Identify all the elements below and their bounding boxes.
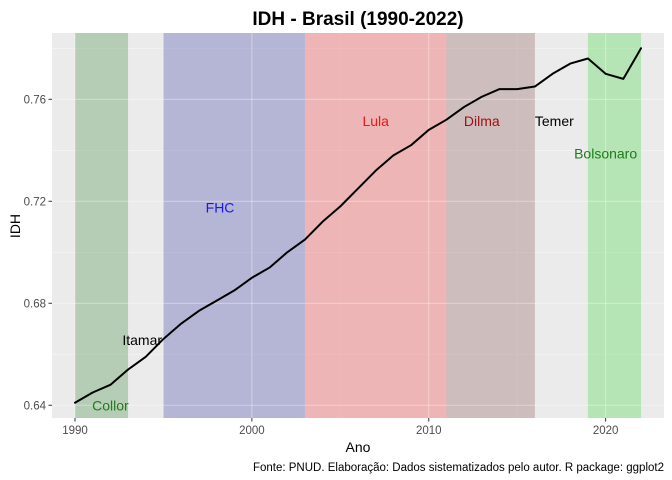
band-dilma (446, 33, 535, 418)
y-axis-ticks: 0.64 0.68 0.72 0.76 (24, 94, 52, 412)
y-tick-label: 0.68 (24, 298, 46, 310)
band-collor (74, 33, 129, 418)
major-gridlines (52, 33, 664, 418)
label-dilma: Dilma (464, 113, 500, 129)
chart-title: IDH - Brasil (1990-2022) (252, 9, 463, 30)
label-bolsonaro: Bolsonaro (574, 145, 637, 161)
x-tick-label: 2020 (593, 425, 619, 437)
period-bands (74, 33, 642, 418)
caption: Fonte: PNUD. Elaboração: Dados sistemati… (253, 462, 664, 474)
label-collor: Collor (92, 397, 129, 413)
band-bolsonaro (587, 33, 642, 418)
band-lula (304, 33, 447, 418)
series-line-0 (73, 47, 643, 404)
x-axis-title: Ano (346, 439, 371, 455)
label-temer: Temer (535, 113, 574, 129)
label-fhc: FHC (206, 200, 235, 216)
series-layer (73, 47, 643, 404)
y-tick-label: 0.76 (24, 94, 46, 106)
label-itamar: Itamar (122, 332, 162, 348)
label-lula: Lula (362, 113, 389, 129)
x-tick-label: 2010 (416, 425, 442, 437)
y-tick-label: 0.72 (24, 196, 46, 208)
x-tick-label: 1990 (62, 425, 88, 437)
band-fhc (163, 33, 305, 418)
x-tick-label: 2000 (239, 425, 265, 437)
x-axis-ticks: 1990 2000 2010 2020 (62, 418, 618, 437)
y-axis-title: IDH (7, 214, 23, 238)
y-tick-label: 0.64 (24, 400, 47, 412)
